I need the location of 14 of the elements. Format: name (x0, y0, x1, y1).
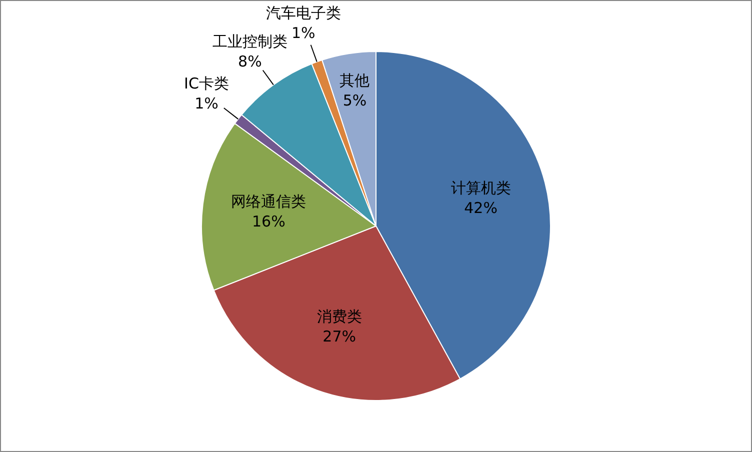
slice-label: 汽车电子类 (266, 4, 341, 22)
data-label: 8% (238, 52, 262, 70)
slice-label: IC卡类 (184, 74, 229, 92)
slice-label: 工业控制类 (212, 32, 288, 50)
data-label: 1% (291, 24, 316, 42)
data-label: 5% (342, 91, 367, 110)
data-label: 27% (322, 328, 356, 346)
slice-label: 网络通信类 (231, 192, 306, 210)
data-label: 1% (194, 94, 218, 112)
slice-label: 其他 (340, 71, 370, 90)
slice-label: 消费类 (316, 308, 362, 326)
data-label: 16% (252, 212, 286, 230)
slice-label: 计算机类 (450, 178, 511, 197)
data-label: 42% (464, 198, 498, 217)
